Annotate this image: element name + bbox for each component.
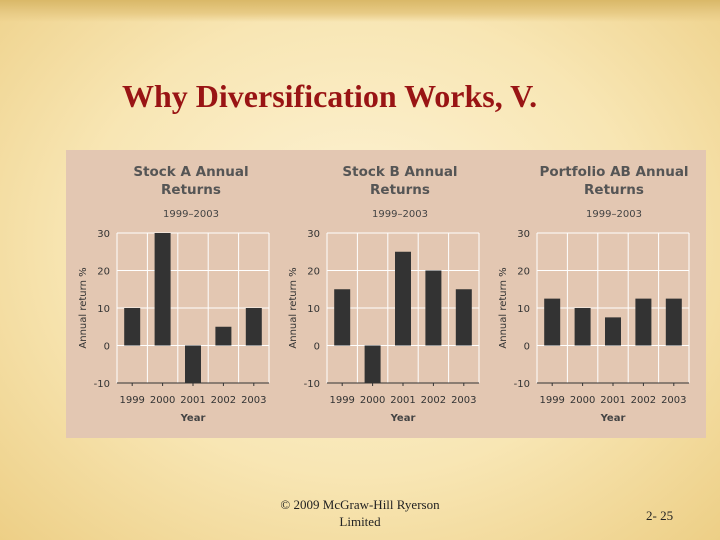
y-axis-label: Annual return % [78,267,89,348]
y-tick-label: -10 [514,379,530,390]
panel-title: Portfolio AB Annual [539,164,688,180]
x-tick-label: 1999 [119,395,144,406]
panel-title: Returns [584,182,644,198]
bar-2000 [574,308,591,346]
y-tick-label: 0 [314,342,320,353]
y-tick-label: 0 [524,342,530,353]
x-tick-label: 2000 [570,395,595,406]
slide-title: Why Diversification Works, V. [122,78,538,114]
bar-2002 [425,270,442,346]
panel-subtitle: 1999–2003 [163,209,219,220]
x-tick-label: 2003 [661,395,686,406]
y-tick-label: 30 [97,229,110,240]
bar-2000 [364,345,381,383]
bar-2000 [154,233,171,346]
x-tick-label: 2002 [211,395,236,406]
y-tick-label: 10 [97,304,110,315]
y-tick-label: -10 [304,379,320,390]
x-tick-label: 2001 [600,395,625,406]
footer-copyright: © 2009 McGraw-Hill Ryerson Limited [280,497,440,529]
bar-2002 [215,326,232,346]
x-axis-label: Year [180,413,206,424]
bar-2002 [635,298,652,346]
y-tick-label: -10 [94,379,110,390]
y-tick-label: 30 [517,229,530,240]
x-tick-label: 2003 [241,395,266,406]
x-tick-label: 1999 [329,395,354,406]
bar-2003 [455,289,472,346]
bar-1999 [124,308,141,346]
y-axis-label: Annual return % [498,267,509,348]
y-tick-label: 30 [307,229,320,240]
charts-svg: Stock A Annual Returns 1999–2003 30 20 10 0 -10… [78,164,690,424]
x-tick-label: 2000 [150,395,175,406]
x-tick-label: 2003 [451,395,476,406]
bar-1999 [544,298,561,346]
bar-2001 [395,251,411,346]
slide-top-band [0,0,720,22]
panel-title: Stock B Annual [342,164,457,180]
y-tick-label: 0 [104,342,110,353]
y-tick-label: 20 [517,267,530,278]
panel-subtitle: 1999–2003 [372,209,428,220]
y-tick-label: 20 [97,267,110,278]
bar-2001 [185,345,201,383]
x-tick-label: 2002 [421,395,446,406]
x-axis-label: Year [390,413,416,424]
y-tick-label: 10 [517,304,530,315]
bar-2003 [245,308,262,346]
x-tick-label: 2001 [180,395,205,406]
y-tick-label: 20 [307,267,320,278]
panel-subtitle: 1999–2003 [586,209,642,220]
x-tick-label: 2001 [390,395,415,406]
y-tick-label: 10 [307,304,320,315]
x-tick-label: 2000 [360,395,385,406]
panel-title: Returns [161,182,221,198]
bar-2003 [665,298,682,346]
x-axis-label: Year [600,413,626,424]
chart-figure: Stock A Annual Returns 1999–2003 30 20 10 0 -10… [66,150,706,438]
panel-title: Returns [370,182,430,198]
x-tick-label: 1999 [539,395,564,406]
x-tick-label: 2002 [631,395,656,406]
panel-title: Stock A Annual [133,164,248,180]
bar-2001 [605,317,621,346]
bar-1999 [334,289,351,346]
page-number: 2- 25 [646,508,674,523]
y-axis-label: Annual return % [288,267,299,348]
